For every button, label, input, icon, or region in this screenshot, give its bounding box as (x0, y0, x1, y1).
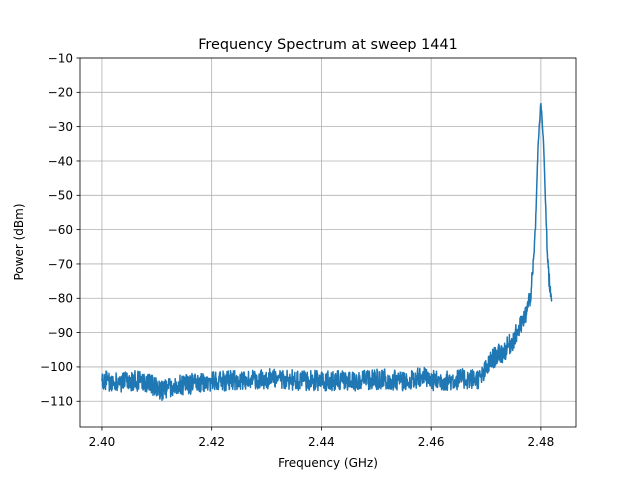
y-tick-label: −40 (48, 154, 73, 168)
series-group (101, 102, 553, 402)
x-axis-label: Frequency (GHz) (278, 456, 378, 470)
y-tick-label: −60 (48, 223, 73, 237)
y-tick-label: −70 (48, 257, 73, 271)
x-tick-label: 2.46 (418, 435, 445, 449)
x-tick-label: 2.44 (308, 435, 335, 449)
y-tick-label: −110 (40, 395, 73, 409)
y-tick-label: −80 (48, 292, 73, 306)
y-ticks: −110 −100 −90 −80 −70 −60 −50 −40 −30 −20 −10 (40, 51, 80, 409)
y-axis-label: Power (dBm) (12, 204, 26, 281)
chart-title: Frequency Spectrum at sweep 1441 (198, 37, 458, 53)
spectrum-line (101, 102, 553, 402)
x-ticks: 2.40 2.42 2.44 2.46 2.48 (89, 427, 555, 449)
plot-frame (79, 57, 577, 428)
y-tick-label: −30 (48, 120, 73, 134)
y-tick-label: −10 (48, 51, 73, 65)
y-tick-label: −100 (40, 360, 73, 374)
y-tick-label: −50 (48, 189, 73, 203)
y-tick-label: −90 (48, 326, 73, 340)
y-tick-label: −20 (48, 86, 73, 100)
x-tick-label: 2.42 (198, 435, 225, 449)
x-tick-label: 2.40 (89, 435, 116, 449)
x-tick-label: 2.48 (528, 435, 555, 449)
